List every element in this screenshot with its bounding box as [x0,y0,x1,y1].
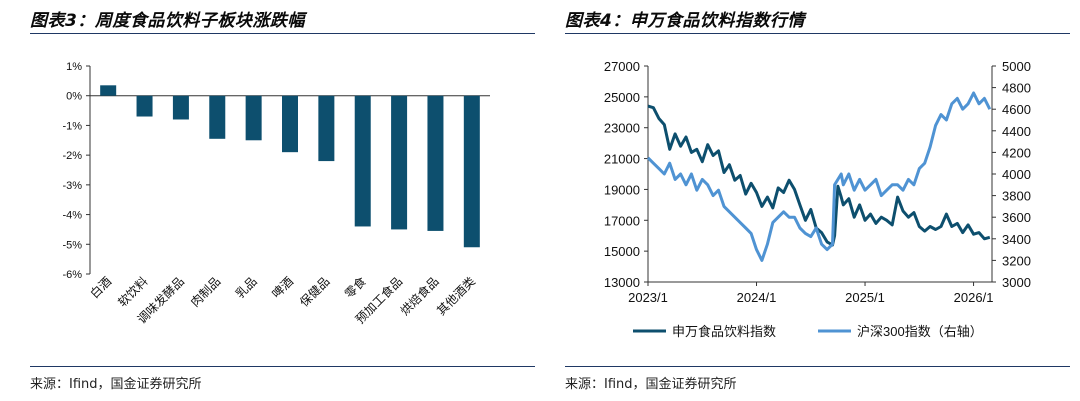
line-left-tick-label: 23000 [604,121,640,136]
bar-4 [209,95,226,139]
bar-y-tick-label: -4% [62,210,82,222]
bar-category-label: 啤酒 [269,274,297,302]
right-source-note: 来源：Ifind，国金证券研究所 [565,377,737,392]
line-left-tick-label: 15000 [604,244,640,259]
bar-y-tick-label: -1% [62,120,82,132]
bar-y-tick-label: -6% [62,269,82,281]
bar-6 [282,95,298,153]
bar-category-label: 白酒 [87,274,115,302]
line-right-tick-label: 4400 [1002,124,1031,139]
bar-category-label: 其他酒类 [434,274,478,318]
line-right-tick-label: 3600 [1002,210,1031,225]
bar-9 [391,95,408,230]
bar-8 [354,95,371,227]
bar-category-label: 保健品 [297,274,332,309]
legend-label-csi300: 沪深300指数（右轴） [857,324,983,339]
bar-y-tick-label: 0% [66,91,82,103]
line-left-tick-label: 17000 [604,213,640,228]
bar-1 [100,85,117,96]
bar-y-tick-label: -3% [62,180,82,192]
bar-7 [318,95,335,162]
line-right-tick-label: 3800 [1002,189,1031,204]
bar-y-tick-label: 1% [66,61,82,73]
series-csi300-line [646,91,992,262]
left-source-note: 来源：Ifind，国金证券研究所 [30,377,202,392]
right-title-rule [565,33,1070,34]
line-x-tick-label: 2023/1 [628,290,668,305]
left-title-rule [30,33,535,34]
left-chart-title: 图表3：周度食品饮料子板块涨跌幅 [30,11,305,31]
line-right-tick-label: 4600 [1002,102,1031,117]
bar-3 [172,95,189,120]
right-chart-title: 图表4：申万食品饮料指数行情 [565,11,805,31]
bar-category-label: 烘焙食品 [397,274,442,319]
bar-category-label: 乳品 [233,274,260,301]
line-right-tick-label: 3200 [1002,253,1031,268]
right-source-rule [565,366,1070,367]
series-shenwan-food-beverage-line [647,104,991,247]
bar-5 [245,95,262,141]
line-left-tick-label: 25000 [604,90,640,105]
line-left-tick-label: 13000 [604,275,640,290]
bar-category-label: 软饮料 [115,274,150,309]
bar-category-label: 肉制品 [188,274,223,309]
bar-11 [463,95,480,248]
line-right-tick-label: 3400 [1002,232,1031,247]
line-x-tick-label: 2026/1 [954,290,994,305]
line-right-tick-label: 3000 [1002,275,1031,290]
line-left-tick-label: 21000 [604,152,640,167]
line-left-tick-label: 27000 [604,59,640,74]
bar-2 [136,95,153,117]
line-x-tick-label: 2024/1 [737,290,777,305]
legend-label-shenwan: 申万食品饮料指数 [672,324,776,339]
bar-y-tick-label: -2% [62,150,82,162]
line-right-tick-label: 4200 [1002,145,1031,160]
bar-category-label: 零食 [341,274,369,302]
line-right-tick-label: 4000 [1002,167,1031,182]
bar-10 [427,95,444,231]
bar-y-tick-label: -5% [62,239,82,251]
line-left-tick-label: 19000 [604,182,640,197]
left-source-rule [30,366,535,367]
line-right-tick-label: 4800 [1002,81,1031,96]
line-x-tick-label: 2025/1 [845,290,885,305]
line-right-tick-label: 5000 [1002,59,1031,74]
